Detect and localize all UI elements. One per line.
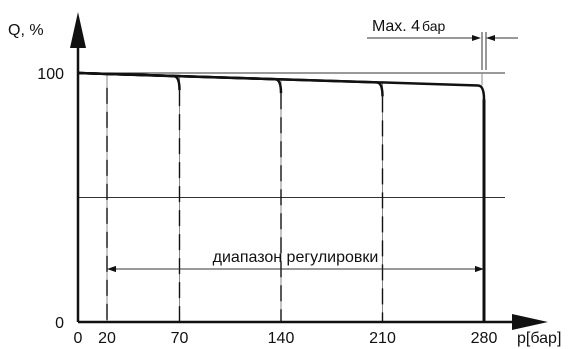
max-arrow-left: [472, 35, 481, 41]
x-tick-label-280: 280: [471, 330, 498, 347]
max-arrow-right: [486, 35, 495, 41]
x-axis-label: p[бар]: [517, 330, 561, 347]
grid: [78, 72, 505, 322]
envelope-curves: [77, 71, 486, 100]
max-label-value: Max. 4: [372, 18, 420, 35]
y-tick-label-0: 0: [55, 315, 64, 332]
x-tick-label-0: 0: [74, 330, 83, 347]
y-axis-arrow: [70, 12, 86, 48]
x-tick-label-210: 210: [369, 330, 396, 347]
envelope-curve-280: [77, 71, 486, 100]
y-axis-label: Q, %: [8, 22, 44, 39]
x-axis-arrow: [512, 314, 548, 330]
x-tick-label-140: 140: [268, 330, 295, 347]
axes: [70, 12, 548, 330]
max-label: Max. 4 бар: [372, 18, 445, 35]
range-annotation: диапазон регулировки: [107, 249, 484, 273]
range-label: диапазон регулировки: [213, 249, 379, 266]
tick-labels: 0 20 70 140 210 280 0 100: [37, 66, 497, 347]
y-tick-label-100: 100: [37, 66, 64, 83]
cutoff-lines: [106, 87, 486, 322]
x-tick-label-20: 20: [98, 330, 116, 347]
max-annotation: Max. 4 бар: [367, 18, 518, 70]
max-label-unit: бар: [422, 18, 445, 34]
x-tick-label-70: 70: [171, 330, 189, 347]
